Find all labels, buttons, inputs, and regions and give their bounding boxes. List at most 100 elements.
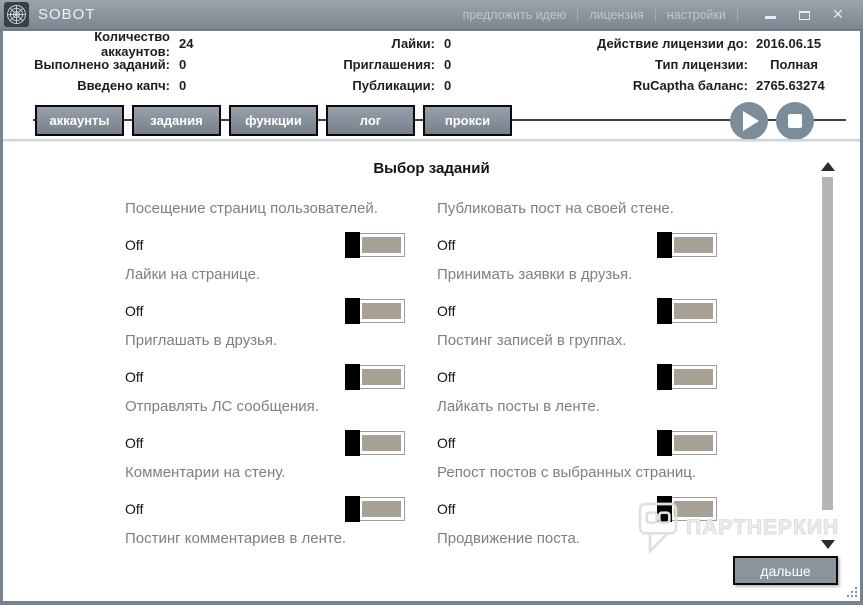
- stat-value: 24: [179, 36, 194, 51]
- stat-value: 0: [179, 57, 187, 72]
- task-feed-comments: Постинг комментариев в ленте. Off: [125, 529, 405, 557]
- task-group-posting: Постинг записей в группах. Off: [437, 331, 717, 397]
- title-bar: SOBOT предложить идею лицензия настройки…: [0, 0, 863, 30]
- minimize-button[interactable]: [757, 7, 783, 23]
- stop-icon: [788, 114, 802, 128]
- task-label: Постинг комментариев в ленте.: [125, 530, 347, 547]
- menu-settings[interactable]: настройки: [666, 7, 726, 22]
- stop-button[interactable]: [776, 102, 814, 140]
- toggle-track: [670, 431, 717, 455]
- task-label: Приглашать в друзья.: [125, 332, 278, 349]
- toggle-switch[interactable]: [657, 298, 717, 324]
- task-label: Комментарии на стену.: [125, 464, 286, 481]
- toggle-switch[interactable]: [345, 430, 405, 456]
- stats-column-accounts: Количество аккаунтов: 24 Выполнено задани…: [30, 29, 194, 96]
- toggle-knob: [657, 496, 672, 522]
- toggle-fill: [362, 435, 401, 451]
- task-columns: Посещение страниц пользователей. Off Лай…: [125, 199, 860, 557]
- toggle-switch[interactable]: [657, 430, 717, 456]
- toggle-track: [670, 497, 717, 521]
- tab-accounts[interactable]: аккаунты: [35, 105, 124, 136]
- toggle-fill: [362, 303, 401, 319]
- stat-row: RuCaptha баланс: 2765.63274: [555, 75, 825, 96]
- stat-row: Выполнено заданий: 0: [30, 54, 193, 75]
- toggle-state-label: Off: [437, 369, 456, 385]
- tab-proxy[interactable]: прокси: [423, 105, 512, 136]
- menu-divider: [654, 8, 656, 21]
- close-button[interactable]: ✕: [832, 6, 844, 22]
- minimize-icon: [764, 15, 776, 19]
- toggle-switch[interactable]: [345, 364, 405, 390]
- toggle-track: [358, 365, 405, 389]
- toggle-switch[interactable]: [657, 496, 717, 522]
- toggle-state-label: Off: [125, 435, 144, 451]
- toggle-state-label: Off: [125, 369, 144, 385]
- maximize-button[interactable]: [791, 7, 817, 23]
- menu-suggest-idea[interactable]: предложить идею: [462, 7, 567, 22]
- toggle-fill: [674, 237, 713, 253]
- scrollbar-thumb[interactable]: [822, 177, 833, 510]
- stat-row: Количество аккаунтов: 24: [30, 29, 194, 59]
- stat-label: Приглашения:: [343, 57, 435, 72]
- toggle-track: [358, 299, 405, 323]
- toggle-fill: [674, 369, 713, 385]
- window-title: SOBOT: [38, 6, 96, 23]
- next-button[interactable]: дальше: [733, 556, 838, 585]
- spiderweb-icon: [6, 4, 27, 25]
- stat-value: 0: [444, 57, 452, 72]
- page-title: Выбор заданий: [373, 160, 490, 177]
- toggle-state-label: Off: [437, 237, 456, 253]
- task-visit-pages: Посещение страниц пользователей. Off: [125, 199, 405, 265]
- toggle-fill: [362, 237, 401, 253]
- tab-log[interactable]: лог: [326, 105, 415, 136]
- toggle-state-label: Off: [437, 303, 456, 319]
- stat-label: Выполнено заданий:: [34, 57, 170, 72]
- toggle-state-label: Off: [125, 303, 144, 319]
- scroll-up-arrow[interactable]: [821, 162, 835, 171]
- stat-row: Лайки: 0: [280, 33, 452, 54]
- stat-label: Тип лицензии:: [655, 57, 748, 72]
- toggle-knob: [345, 298, 360, 324]
- task-column-left: Посещение страниц пользователей. Off Лай…: [125, 199, 405, 557]
- task-repost-pages: Репост постов с выбранных страниц. Off: [437, 463, 717, 529]
- toggle-fill: [674, 303, 713, 319]
- maximize-icon: [798, 10, 810, 20]
- toggle-switch[interactable]: [657, 232, 717, 258]
- tab-functions[interactable]: функции: [229, 105, 318, 136]
- toggle-switch[interactable]: [345, 496, 405, 522]
- task-label: Репост постов с выбранных страниц.: [437, 464, 697, 481]
- toggle-knob: [345, 232, 360, 258]
- toggle-state-label: Off: [437, 501, 456, 517]
- app-logo: [4, 2, 29, 27]
- stat-value: 0: [444, 36, 452, 51]
- task-post-own-wall: Публиковать пост на своей стене. Off: [437, 199, 717, 265]
- scroll-down-arrow[interactable]: [821, 540, 835, 549]
- stat-row: Действие лицензии до: 2016.06.15: [555, 33, 822, 54]
- toggle-track: [670, 299, 717, 323]
- task-invite-friends: Приглашать в друзья. Off: [125, 331, 405, 397]
- toggle-switch[interactable]: [657, 364, 717, 390]
- toggle-fill: [674, 501, 713, 517]
- toggle-state-label: Off: [125, 501, 144, 517]
- resize-grip[interactable]: [845, 586, 858, 599]
- task-page-likes: Лайки на странице. Off: [125, 265, 405, 331]
- menu-divider: [577, 8, 579, 21]
- task-like-feed-posts: Лайкать посты в ленте. Off: [437, 397, 717, 463]
- stat-row: Приглашения: 0: [280, 54, 451, 75]
- stat-value: 2016.06.15: [756, 36, 822, 51]
- task-post-promotion: Продвижение поста. Off: [437, 529, 717, 557]
- toggle-switch[interactable]: [345, 232, 405, 258]
- toggle-knob: [657, 298, 672, 324]
- stat-label: RuCaptha баланс:: [632, 78, 748, 93]
- stat-label: Лайки:: [391, 36, 436, 51]
- task-column-right: Публиковать пост на своей стене. Off При…: [437, 199, 717, 557]
- start-button[interactable]: [730, 102, 768, 140]
- task-label: Постинг записей в группах.: [437, 332, 627, 349]
- tab-tasks[interactable]: задания: [132, 105, 221, 136]
- menu-license[interactable]: лицензия: [589, 7, 644, 22]
- toggle-knob: [345, 364, 360, 390]
- task-label: Лайки на странице.: [125, 266, 261, 283]
- toggle-knob: [657, 232, 672, 258]
- toggle-switch[interactable]: [345, 298, 405, 324]
